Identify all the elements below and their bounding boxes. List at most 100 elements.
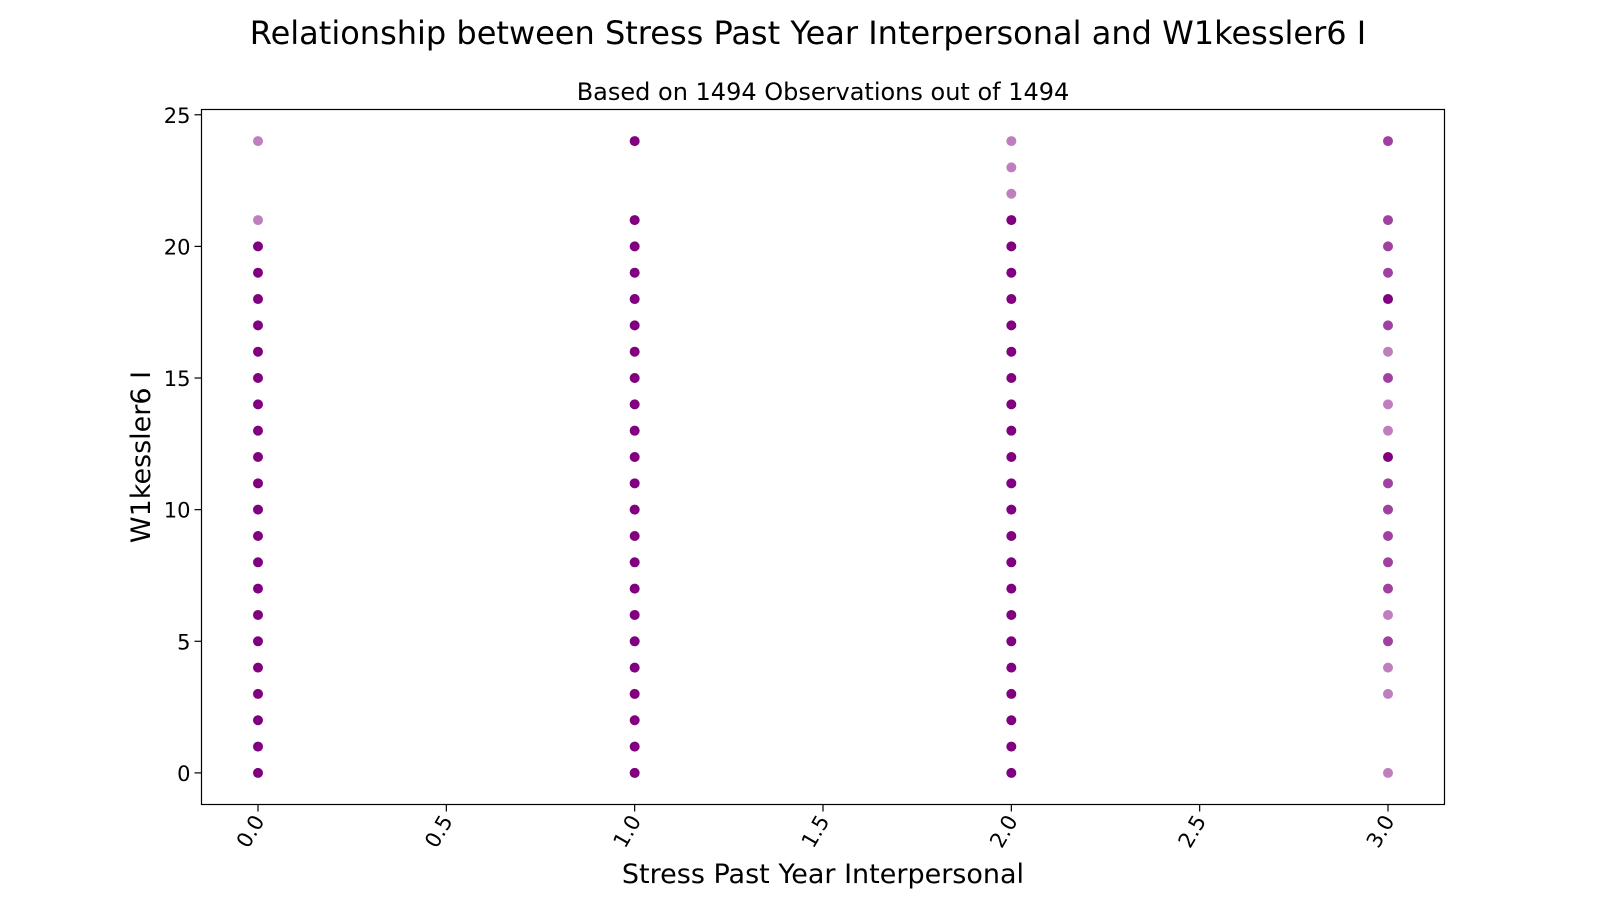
chart-title: Relationship between Stress Past Year In… [250, 14, 1366, 52]
y-tick-label: 5 [177, 630, 190, 654]
data-point [1383, 504, 1393, 515]
chart-subtitle: Based on 1494 Observations out of 1494 [577, 78, 1070, 106]
x-tick-label: 2.0 [985, 811, 1022, 852]
data-point [1383, 241, 1393, 252]
y-tick-label: 10 [164, 499, 191, 523]
data-point [253, 373, 263, 384]
data-point [629, 373, 640, 384]
data-point [1006, 767, 1017, 778]
y-tick-label: 20 [164, 235, 191, 259]
x-tick-label: 0.5 [420, 811, 457, 852]
data-point [1006, 662, 1017, 673]
data-point [1383, 557, 1393, 568]
data-point [629, 609, 640, 620]
x-tick-label: 1.5 [797, 811, 834, 852]
data-point [1006, 504, 1017, 515]
data-point [629, 504, 640, 515]
data-point [1006, 399, 1017, 410]
data-point [253, 399, 263, 410]
data-point [1006, 636, 1017, 647]
data-point [629, 294, 640, 305]
data-point [253, 267, 263, 278]
data-point [1006, 320, 1017, 331]
data-point [629, 636, 640, 647]
data-point [253, 478, 263, 489]
data-point [629, 346, 640, 357]
data-point [1006, 583, 1017, 594]
data-point [1006, 530, 1017, 541]
data-point [629, 399, 640, 410]
data-point [1006, 267, 1017, 278]
y-tick-label: 25 [164, 104, 191, 128]
x-tick-label: 3.0 [1362, 811, 1399, 852]
data-point [1383, 478, 1393, 489]
data-point [1006, 688, 1017, 699]
data-point [253, 452, 263, 462]
plot-frame [200, 108, 1446, 806]
data-point [1383, 267, 1393, 278]
data-point [1383, 767, 1393, 778]
data-point [1383, 399, 1393, 410]
data-point [1006, 425, 1017, 436]
data-point [1006, 346, 1017, 357]
data-point [253, 557, 263, 568]
data-point [1383, 452, 1393, 462]
data-point [253, 715, 263, 726]
data-point [629, 767, 640, 778]
data-point [1006, 478, 1017, 489]
data-point [629, 452, 640, 462]
data-point [1383, 320, 1393, 331]
data-point [253, 425, 263, 436]
data-point [629, 715, 640, 726]
data-point [629, 267, 640, 278]
x-tick-label: 2.5 [1174, 811, 1211, 852]
data-point [629, 662, 640, 673]
data-point [1006, 215, 1017, 226]
data-point [253, 530, 263, 541]
data-point [629, 741, 640, 752]
data-point [629, 557, 640, 568]
data-point [1383, 583, 1393, 594]
data-point [1006, 452, 1017, 462]
data-point [1383, 662, 1393, 673]
data-point [629, 530, 640, 541]
data-point [1383, 636, 1393, 647]
x-axis-ticks: 0.0 0.5 1.0 1.5 2.0 2.5 3.0 [232, 804, 1399, 852]
x-tick-label: 0.0 [232, 811, 269, 852]
data-point [1006, 609, 1017, 620]
data-point [253, 294, 263, 305]
data-point [1383, 373, 1393, 384]
data-point [253, 688, 263, 699]
data-point [1006, 188, 1017, 199]
data-point [253, 320, 263, 331]
data-point [1383, 530, 1393, 541]
data-point [1006, 136, 1017, 147]
y-axis-label: W1kessler6 I [126, 371, 157, 543]
y-tick-label: 15 [164, 367, 191, 391]
data-point [1383, 294, 1393, 305]
data-point [629, 478, 640, 489]
data-point [1006, 294, 1017, 305]
data-point [253, 136, 263, 147]
data-point [253, 504, 263, 515]
data-point [1383, 609, 1393, 620]
data-point [1383, 215, 1393, 226]
data-point [1006, 741, 1017, 752]
data-point [253, 609, 263, 620]
data-point [253, 583, 263, 594]
data-point [629, 136, 640, 147]
data-point [1006, 557, 1017, 568]
data-point [629, 215, 640, 226]
y-tick-label: 0 [177, 762, 190, 786]
data-point [1383, 346, 1393, 357]
data-point [1383, 425, 1393, 436]
data-point [1006, 373, 1017, 384]
data-point [629, 688, 640, 699]
data-point [253, 636, 263, 647]
data-point [1383, 688, 1393, 699]
data-point [253, 241, 263, 252]
data-point [629, 583, 640, 594]
data-point [253, 346, 263, 357]
data-point [253, 662, 263, 673]
